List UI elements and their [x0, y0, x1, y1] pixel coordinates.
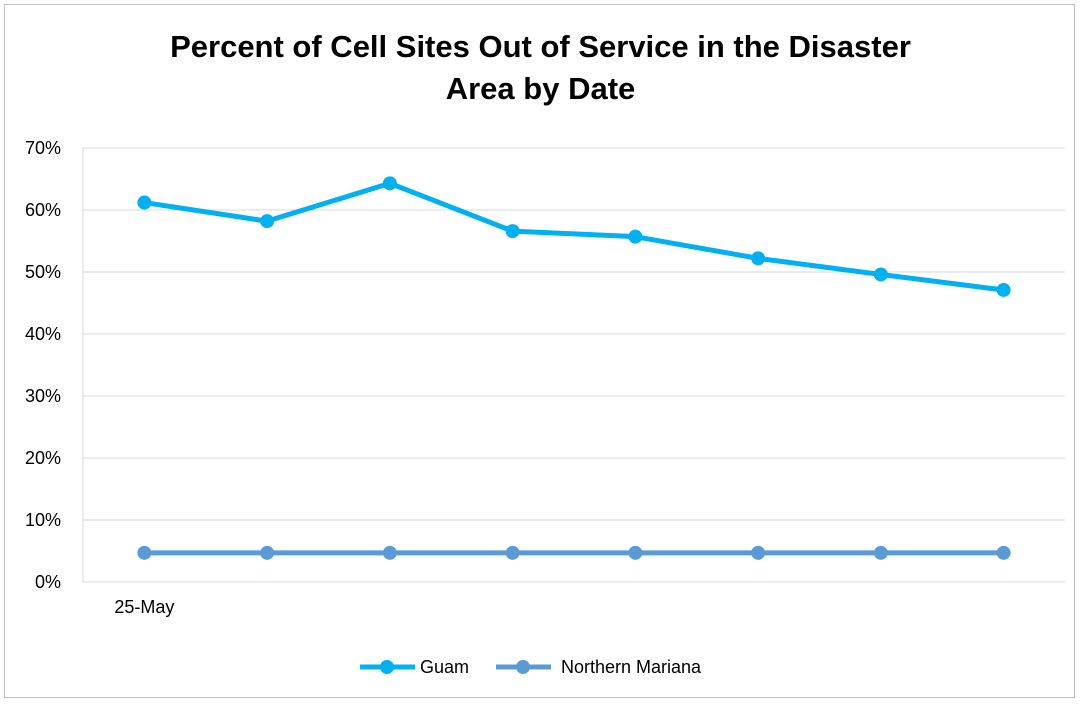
- data-point: [137, 195, 152, 210]
- data-point: [751, 545, 766, 560]
- legend-item: Northern Mariana: [496, 657, 702, 677]
- y-tick-label: 50%: [25, 262, 61, 282]
- legend-swatch-marker: [380, 660, 394, 674]
- data-point: [628, 229, 643, 244]
- chart-title-line-1: Percent of Cell Sites Out of Service in …: [170, 29, 911, 64]
- legend-swatch-marker: [516, 660, 530, 674]
- legend-item: Guam: [360, 657, 469, 677]
- legend-label: Guam: [420, 657, 469, 677]
- data-point: [505, 224, 520, 239]
- data-point: [505, 545, 520, 560]
- legend: Guam Northern Mariana: [360, 657, 702, 677]
- data-point: [996, 545, 1011, 560]
- data-point: [996, 282, 1011, 297]
- y-tick-label: 0%: [35, 572, 61, 592]
- series-line: [141, 180, 1007, 293]
- gridlines: [83, 147, 1065, 521]
- y-tick-labels: 0% 10% 20% 30% 40% 50% 60% 70%: [25, 138, 61, 592]
- x-tick-labels: 25-May: [114, 597, 174, 617]
- y-tick-label: 70%: [25, 138, 61, 158]
- y-tick-label: 10%: [25, 510, 61, 530]
- x-tick-label: 25-May: [114, 597, 174, 617]
- y-tick-label: 60%: [25, 200, 61, 220]
- axes: [82, 148, 1065, 583]
- data-point: [873, 267, 888, 282]
- series-northern-mariana: [137, 545, 1011, 560]
- data-point: [260, 214, 275, 229]
- y-tick-label: 20%: [25, 448, 61, 468]
- series-guam: [137, 176, 1011, 297]
- data-point: [137, 545, 152, 560]
- legend-label: Northern Mariana: [561, 657, 702, 677]
- y-tick-label: 30%: [25, 386, 61, 406]
- data-point: [382, 176, 397, 191]
- chart-title-line-2: Area by Date: [445, 71, 636, 106]
- series: [137, 176, 1011, 560]
- data-point: [382, 545, 397, 560]
- data-point: [873, 545, 888, 560]
- data-point: [751, 251, 766, 266]
- data-point: [628, 545, 643, 560]
- chart-title: Percent of Cell Sites Out of Service in …: [0, 26, 1081, 110]
- data-point: [260, 545, 275, 560]
- y-tick-label: 40%: [25, 324, 61, 344]
